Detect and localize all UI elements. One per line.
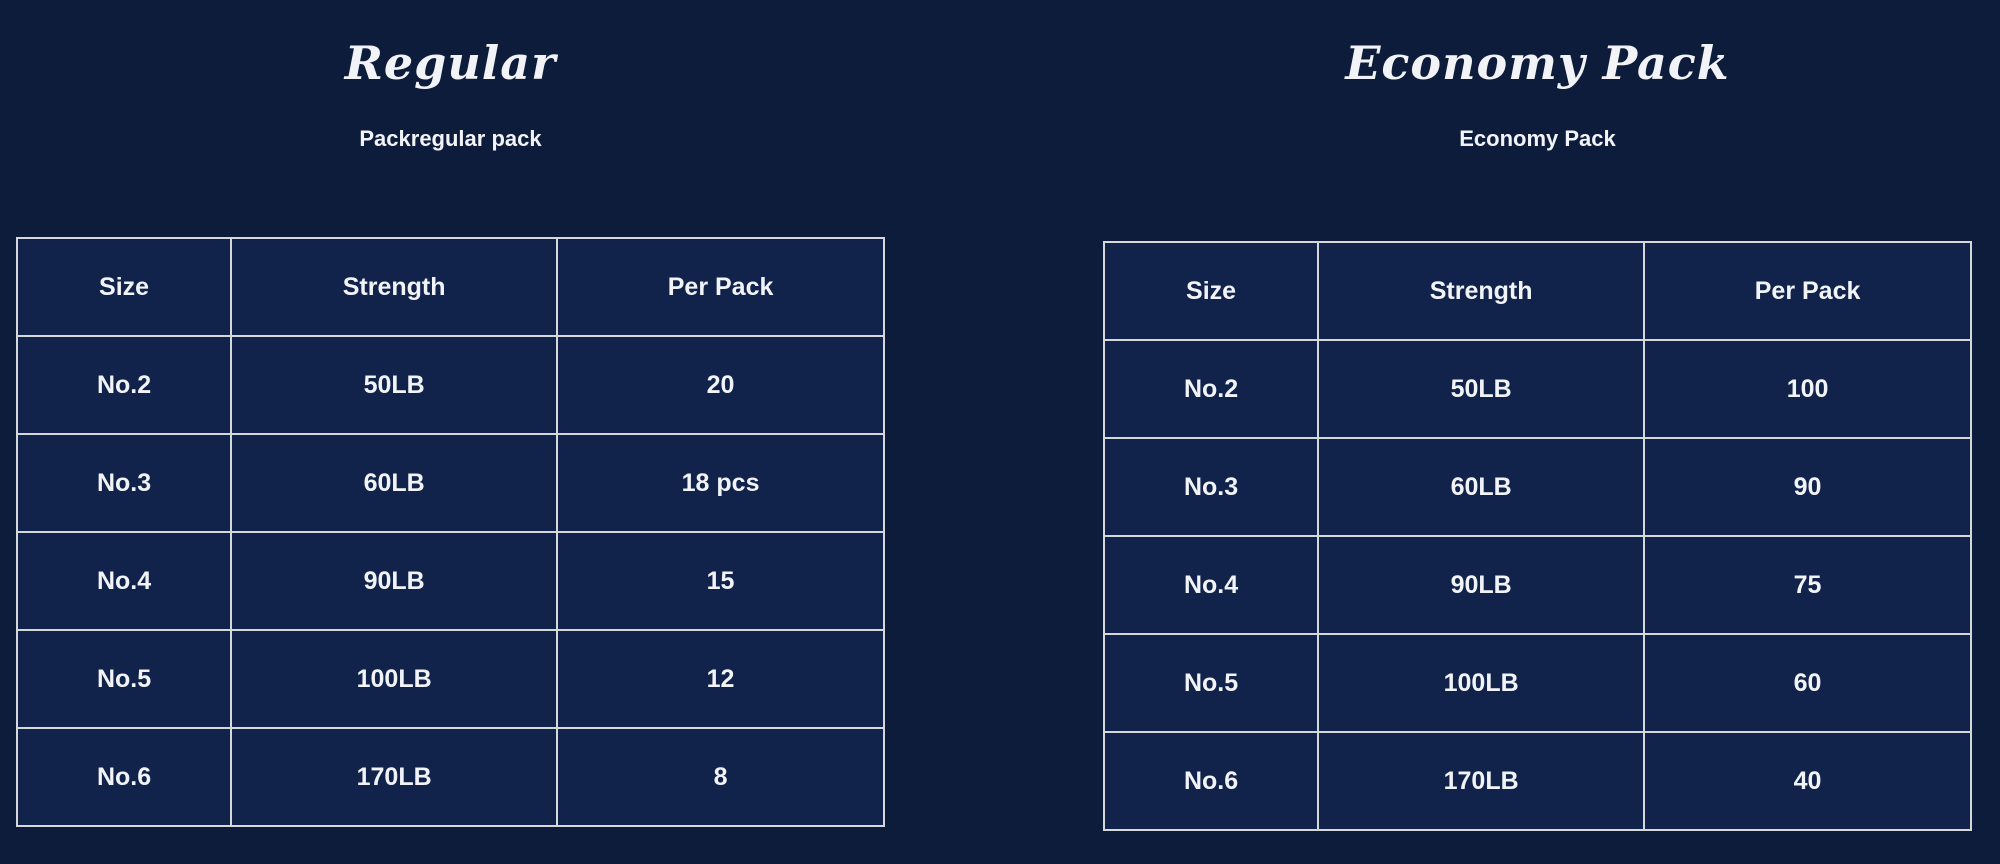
section-title: Economy Pack [1345,36,1730,90]
column-header: Per Pack [556,237,885,337]
table-cell: 100LB [230,629,559,729]
table-row: No.4 90LB 15 [15,531,885,631]
table-cell: 15 [556,531,885,631]
table-cell: 90LB [1317,535,1646,635]
table-row: No.5 100LB 60 [1102,633,1972,733]
section-title: Regular [344,36,557,90]
table-cell: 170LB [1317,731,1646,831]
table-cell: No.4 [1102,535,1320,635]
table-cell: 12 [556,629,885,729]
table-cell: No.6 [1102,731,1320,831]
table-cell: No.4 [15,531,233,631]
column-header: Size [1102,241,1320,341]
table-cell: No.3 [15,433,233,533]
table-header-row: Size Strength Per Pack [1102,241,1972,341]
table-cell: 20 [556,335,885,435]
table-cell: 60LB [230,433,559,533]
table-cell: 60LB [1317,437,1646,537]
economy-pack-table: Size Strength Per Pack No.2 50LB 100 No.3 60LB 9… [1102,241,1972,831]
table-row: No.2 50LB 100 [1102,339,1972,439]
table-cell: 8 [556,727,885,827]
table-cell: 18 pcs [556,433,885,533]
table-row: No.4 90LB 75 [1102,535,1972,635]
table-cell: No.2 [1102,339,1320,439]
section-subtitle: Packregular pack [359,126,542,151]
table-cell: 75 [1643,535,1972,635]
table-cell: 100LB [1317,633,1646,733]
table-cell: 100 [1643,339,1972,439]
table-cell: No.5 [1102,633,1320,733]
regular-pack-table: Size Strength Per Pack No.2 50LB 20 No.3 60LB 18… [15,237,885,827]
table-cell: 170LB [230,727,559,827]
table-cell: No.2 [15,335,233,435]
section-subtitle: Economy Pack [1459,126,1616,151]
table-cell: 50LB [230,335,559,435]
column-header: Per Pack [1643,241,1972,341]
section-economy-pack: Economy Pack Economy Pack Size Strength Pe… [1102,0,1972,864]
table-cell: No.5 [15,629,233,729]
column-header: Strength [1317,241,1646,341]
table-cell: 60 [1643,633,1972,733]
table-row: No.2 50LB 20 [15,335,885,435]
table-cell: 40 [1643,731,1972,831]
table-cell: 90 [1643,437,1972,537]
section-regular-pack: Regular Packregular pack Size Strength Per… [15,0,885,864]
table-cell: No.3 [1102,437,1320,537]
table-row: No.3 60LB 90 [1102,437,1972,537]
table-row: No.3 60LB 18 pcs [15,433,885,533]
column-header: Strength [230,237,559,337]
table-cell: No.6 [15,727,233,827]
table-row: No.5 100LB 12 [15,629,885,729]
table-row: No.6 170LB 8 [15,727,885,827]
column-header: Size [15,237,233,337]
table-cell: 90LB [230,531,559,631]
table-header-row: Size Strength Per Pack [15,237,885,337]
table-row: No.6 170LB 40 [1102,731,1972,831]
table-cell: 50LB [1317,339,1646,439]
